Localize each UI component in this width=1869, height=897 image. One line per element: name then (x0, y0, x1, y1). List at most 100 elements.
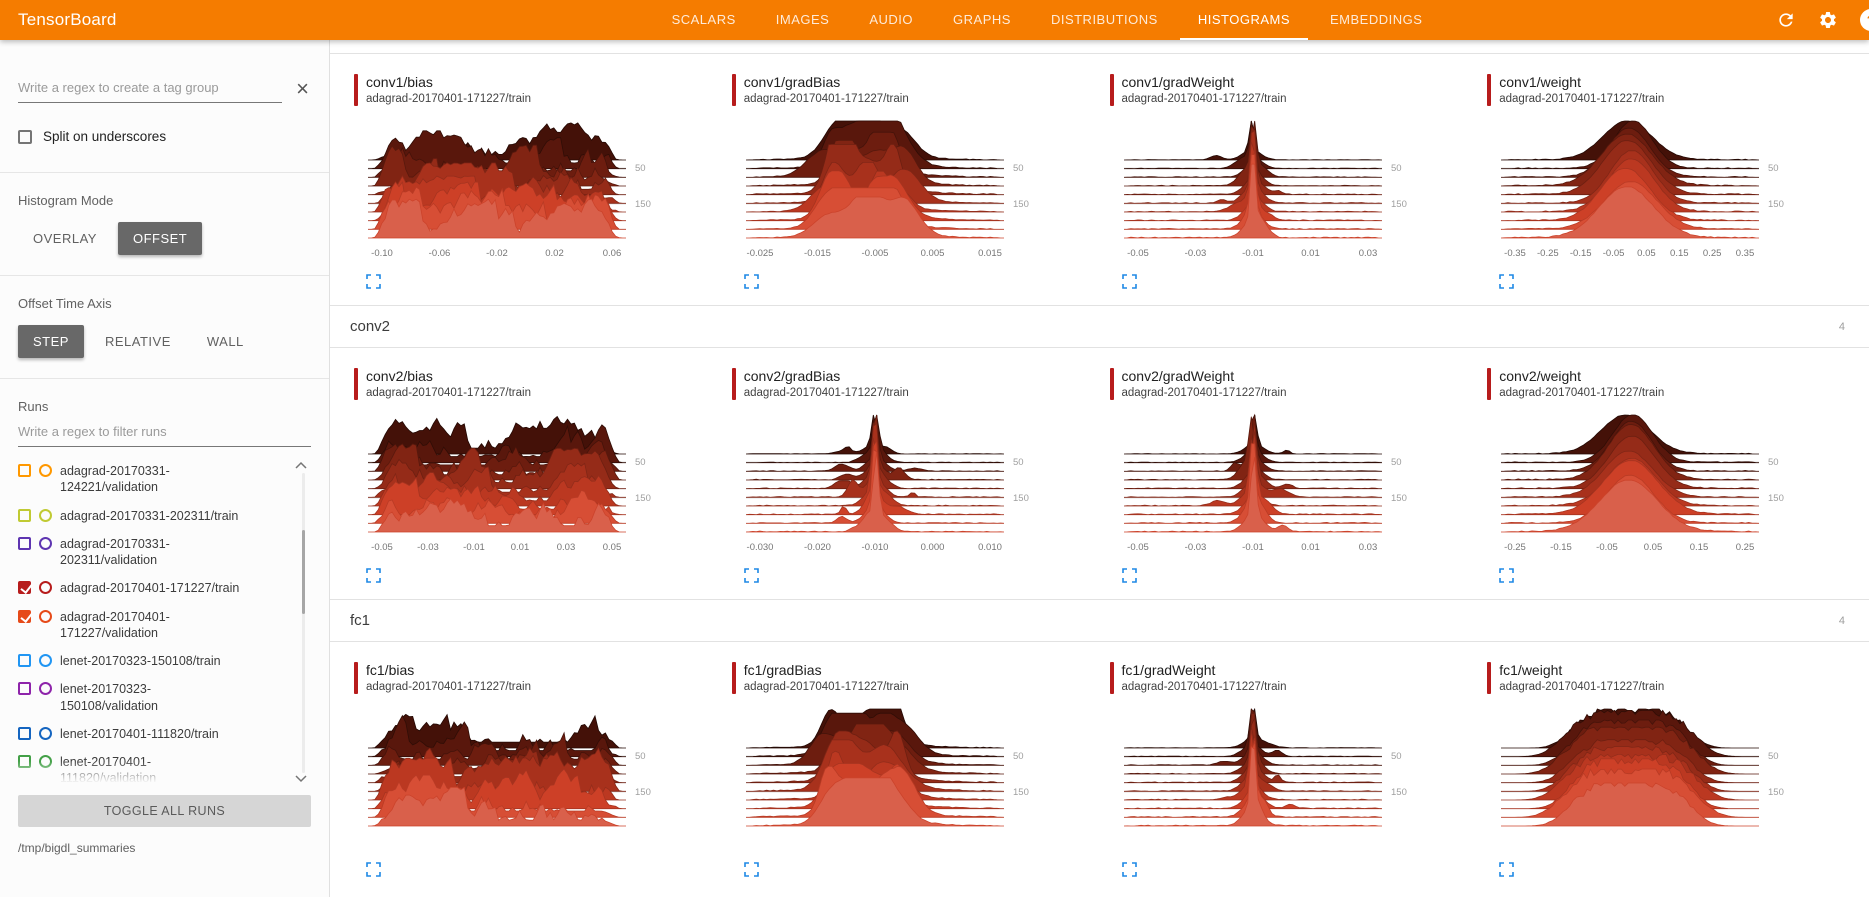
histogram-card: conv2/weight adagrad-20170401-171227/trai… (1477, 368, 1855, 583)
run-checkbox[interactable] (18, 755, 31, 768)
expand-chart-button[interactable] (743, 862, 759, 877)
expand-chart-button[interactable] (366, 862, 381, 877)
expand-chart-button[interactable] (1499, 862, 1515, 877)
run-radio[interactable] (39, 654, 52, 667)
nav-tab-images[interactable]: IMAGES (775, 11, 830, 27)
run-item[interactable]: lenet-20170401-111820/train (18, 720, 287, 748)
nav-tab-graphs[interactable]: GRAPHS (953, 11, 1011, 27)
y-axis-tick-label: 150 (1391, 493, 1407, 504)
runs-filter-input[interactable] (18, 418, 311, 447)
x-axis-tick-label: 0.05 (1637, 248, 1656, 259)
category-header[interactable]: conv2 4 (330, 305, 1869, 348)
scrollbar-thumb[interactable] (302, 530, 305, 614)
run-item[interactable]: lenet-20170323-150108/train (18, 647, 287, 675)
expand-chart-button[interactable] (366, 568, 381, 583)
histogram-run-label: adagrad-20170401-171227/train (366, 681, 531, 693)
nav-tab-embeddings[interactable]: EMBEDDINGS (1330, 11, 1423, 27)
nav-tab-audio[interactable]: AUDIO (869, 11, 914, 27)
refresh-icon[interactable] (1776, 10, 1796, 30)
expand-chart-button[interactable] (1121, 274, 1137, 289)
run-item[interactable]: adagrad-20170401-171227/train (18, 574, 287, 602)
x-axis-tick-label: -0.15 (1550, 542, 1572, 553)
run-checkbox[interactable] (18, 508, 31, 522)
histogram-card: conv2/gradBias adagrad-20170401-171227/tr… (722, 368, 1100, 583)
run-checkbox[interactable] (18, 682, 31, 696)
expand-chart-button[interactable] (1499, 568, 1515, 583)
run-item[interactable]: lenet-20170401-111820/validation (18, 748, 287, 783)
run-checkbox[interactable] (18, 536, 31, 550)
histogram-ridgeline-chart[interactable]: 50 150 -0.35 -0.25 -0.15 -0.05 0.05 0.15 0.25 0.3… (1501, 118, 1817, 268)
histogram-ridgeline-chart[interactable]: 50 150 -0.05 -0.03 -0.01 0.01 0.03 (1123, 118, 1440, 268)
x-axis-tick-label: -0.010 (861, 542, 888, 553)
histogram-ridgeline-chart[interactable]: 50 150 -0.025 -0.015 -0.005 0.005 0.015 (745, 118, 1062, 268)
category-header[interactable]: fc1 4 (330, 599, 1869, 642)
clear-icon[interactable]: × (296, 75, 309, 101)
histogram-ridgeline-chart[interactable]: 50 150 (745, 706, 1062, 856)
app-header: TensorBoard SCALARS IMAGES AUDIO GRAPHS DIST… (0, 0, 1869, 40)
card-titles: conv2/gradWeight adagrad-20170401-171227/… (1122, 368, 1287, 400)
expand-chart-button[interactable] (743, 568, 759, 583)
expand-chart-button[interactable] (1121, 568, 1137, 583)
runs-scrollbar[interactable] (302, 473, 305, 773)
run-item[interactable]: adagrad-20170331-202311/train (18, 502, 287, 530)
run-checkbox[interactable] (18, 581, 31, 595)
run-checkbox[interactable] (18, 726, 31, 740)
run-item[interactable]: lenet-20170323-150108/validation (18, 675, 287, 720)
card-header: fc1/gradBias adagrad-20170401-171227/trai… (731, 662, 1090, 694)
run-radio[interactable] (39, 536, 52, 550)
expand-chart-button[interactable] (743, 274, 759, 289)
offset-axis-wall-button[interactable]: WALL (192, 325, 259, 358)
histogram-card: conv2/gradWeight adagrad-20170401-171227/… (1100, 368, 1478, 583)
histogram-ridgeline-chart[interactable]: 50 150 -0.25 -0.15 -0.05 0.05 0.15 0.25 (1501, 412, 1817, 562)
run-item[interactable]: adagrad-20170401-171227/validation (18, 603, 287, 648)
runs-list-wrap: adagrad-20170331-124221/validation adagra… (18, 457, 311, 783)
run-label: adagrad-20170401-171227/validation (60, 609, 170, 640)
run-radio[interactable] (39, 581, 52, 595)
x-axis-tick-label: 0.15 (1670, 248, 1689, 259)
x-axis-tick-label: -0.02 (486, 248, 508, 259)
help-icon[interactable]: ? (1860, 9, 1869, 31)
checkbox-icon[interactable] (18, 129, 32, 144)
toggle-all-runs-button[interactable]: TOGGLE ALL RUNS (18, 795, 311, 827)
expand-chart-button[interactable] (366, 274, 381, 289)
histogram-run-label: adagrad-20170401-171227/train (743, 387, 909, 399)
histogram-ridgeline-chart[interactable]: 50 150 -0.030 -0.020 -0.010 0.000 0.010 (745, 412, 1062, 562)
histogram-mode-overlay-button[interactable]: OVERLAY (18, 222, 112, 255)
histogram-mode-offset-button[interactable]: OFFSET (117, 222, 203, 255)
run-color-bar (731, 662, 736, 694)
histogram-ridgeline-chart[interactable]: 50 150 -0.05 -0.03 -0.01 0.01 0.03 0.05 (368, 412, 684, 562)
run-checkbox[interactable] (18, 464, 31, 477)
x-axis-tick-label: -0.05 (371, 542, 393, 553)
scroll-up-icon[interactable] (293, 457, 309, 469)
histogram-ridgeline-chart[interactable]: 50 150 -0.10 -0.06 -0.02 0.02 0.06 (368, 118, 684, 268)
histogram-ridgeline-chart[interactable]: 50 150 (1501, 706, 1817, 856)
offset-axis-step-button[interactable]: STEP (18, 325, 84, 358)
run-checkbox[interactable] (18, 609, 31, 623)
run-radio[interactable] (39, 508, 52, 522)
nav-tab-distributions[interactable]: DISTRIBUTIONS (1050, 11, 1158, 27)
scroll-down-icon[interactable] (293, 771, 309, 783)
nav-tab-scalars[interactable]: SCALARS (671, 11, 736, 27)
run-radio[interactable] (39, 755, 52, 768)
offset-axis-relative-button[interactable]: RELATIVE (90, 325, 186, 358)
run-item[interactable]: adagrad-20170331-124221/validation (18, 457, 287, 502)
settings-gear-icon[interactable] (1818, 10, 1838, 30)
split-underscores-row[interactable]: Split on underscores (18, 129, 311, 144)
histogram-ridgeline-chart[interactable]: 50 150 (1123, 706, 1440, 856)
run-radio[interactable] (39, 464, 52, 477)
nav-tab-histograms[interactable]: HISTOGRAMS (1179, 0, 1309, 40)
histogram-ridgeline-chart[interactable]: 50 150 -0.05 -0.03 -0.01 0.01 0.03 (1123, 412, 1440, 562)
run-color-bar (1487, 368, 1492, 400)
run-item[interactable]: adagrad-20170331-202311/validation (18, 530, 287, 575)
main-content: conv1/bias adagrad-20170401-171227/train 5… (330, 40, 1869, 897)
histogram-run-label: adagrad-20170401-171227/train (1121, 93, 1287, 105)
expand-chart-button[interactable] (1121, 862, 1137, 877)
histogram-ridgeline-chart[interactable]: 50 150 (368, 706, 684, 856)
tag-group-regex-input[interactable] (18, 74, 283, 103)
run-radio[interactable] (39, 609, 52, 623)
x-axis-tick-label: -0.015 (804, 248, 831, 259)
run-radio[interactable] (39, 726, 52, 740)
expand-chart-button[interactable] (1499, 274, 1515, 289)
run-radio[interactable] (39, 682, 52, 696)
run-checkbox[interactable] (18, 654, 31, 667)
